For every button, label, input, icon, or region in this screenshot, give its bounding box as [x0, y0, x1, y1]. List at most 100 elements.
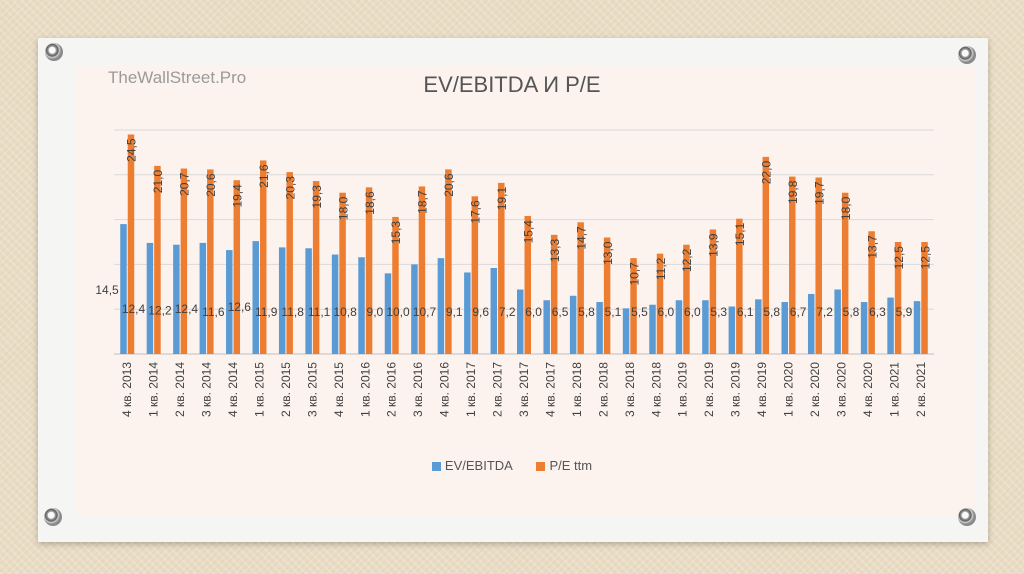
data-label-pe: 12,2	[680, 248, 694, 272]
category-label: 2 кв. 2014	[173, 362, 187, 417]
bar-pe	[180, 168, 188, 354]
bar-ev-ebitda	[702, 300, 709, 354]
data-label-pe: 18,0	[839, 196, 853, 220]
data-label-ev-ebitda: 5,8	[763, 305, 780, 319]
bar-ev-ebitda	[490, 267, 498, 354]
data-label-ev-ebitda: 5,8	[578, 305, 595, 319]
data-label-pe: 21,6	[257, 164, 271, 188]
data-label-pe: 12,5	[892, 246, 906, 270]
data-label-ev-ebitda: 9,6	[472, 305, 489, 319]
bar-pe	[603, 237, 611, 354]
bar-ev-ebitda	[834, 289, 841, 354]
legend-item-pe: P/E ttm	[536, 458, 592, 473]
bar-pe	[709, 229, 717, 354]
legend: EV/EBITDA P/E ttm	[0, 458, 1024, 473]
category-label: 4 кв. 2019	[755, 362, 769, 417]
data-label-ev-ebitda: 6,1	[737, 305, 754, 319]
data-label-pe: 20,6	[204, 173, 218, 197]
data-label-ev-ebitda: 6,7	[790, 305, 807, 319]
bar-pe	[259, 160, 267, 354]
bar-pe	[524, 216, 531, 354]
category-label: 3 кв. 2016	[411, 362, 425, 417]
category-label: 3 кв. 2017	[517, 362, 531, 417]
bar-ev-ebitda	[464, 272, 471, 354]
category-label: 4 кв. 2018	[649, 362, 663, 417]
category-label: 4 кв. 2017	[543, 362, 557, 417]
data-label-pe: 18,7	[416, 190, 430, 214]
category-label: 2 кв. 2017	[491, 362, 505, 417]
legend-label: P/E ttm	[549, 458, 593, 473]
data-label-pe: 19,3	[310, 185, 324, 209]
data-label-ev-ebitda: 5,5	[631, 305, 648, 319]
chart-title: EV/EBITDA И P/E	[423, 72, 601, 97]
bar-ev-ebitda	[146, 242, 154, 354]
data-label-ev-ebitda: 5,3	[710, 305, 727, 319]
bar-ev-ebitda	[913, 301, 921, 354]
bar-pe	[894, 242, 902, 354]
category-label: 4 кв. 2014	[226, 362, 240, 417]
bar-ev-ebitda	[781, 302, 789, 354]
bar-pe	[656, 253, 664, 354]
bar-pe	[630, 258, 637, 354]
bar-pe	[868, 231, 875, 354]
data-label-ev-ebitda: 7,2	[816, 305, 833, 319]
bar-pe	[339, 192, 346, 354]
bar-ev-ebitda	[807, 293, 815, 354]
category-label: 2 кв. 2021	[914, 362, 928, 417]
data-label-ev-ebitda: 12,4	[122, 302, 146, 316]
data-label-pe: 20,6	[442, 173, 456, 197]
data-label-ev-ebitda: 6,5	[552, 305, 569, 319]
category-label: 2 кв. 2020	[808, 362, 822, 417]
category-label: 4 кв. 2013	[120, 362, 134, 417]
category-label: 1 кв. 2020	[782, 362, 796, 417]
data-label-ev-ebitda: 7,2	[499, 305, 516, 319]
data-label-pe: 11,2	[654, 257, 668, 280]
bar-ev-ebitda	[278, 247, 286, 354]
bar-ev-ebitda	[887, 297, 894, 354]
data-label-ev-ebitda: 11,9	[255, 305, 278, 319]
bar-ev-ebitda	[649, 304, 656, 354]
data-label-pe: 19,1	[495, 187, 509, 211]
bar-pe	[312, 181, 320, 354]
data-label-pe: 20,7	[178, 172, 192, 196]
data-label-pe: 18,6	[363, 191, 377, 215]
bar-ev-ebitda	[173, 244, 180, 354]
bar-pe	[683, 244, 690, 354]
bar-pe	[550, 234, 558, 354]
bar-ev-ebitda	[384, 273, 392, 354]
category-label: 4 кв. 2015	[332, 362, 346, 417]
category-label: 1 кв. 2019	[676, 362, 690, 417]
category-label: 2 кв. 2015	[279, 362, 293, 417]
bar-pe	[207, 169, 214, 354]
data-label-ev-ebitda: 6,0	[525, 305, 542, 319]
data-label-pe: 13,0	[601, 241, 615, 265]
legend-swatch	[536, 462, 546, 472]
bar-pe	[841, 192, 849, 354]
bar-ev-ebitda	[517, 289, 524, 354]
category-label: 2 кв. 2018	[596, 362, 610, 417]
bar-ev-ebitda	[755, 299, 762, 354]
bar-pe	[154, 165, 161, 354]
bar-pe	[445, 169, 452, 354]
data-label-pe: 14,7	[574, 226, 588, 250]
bar-pe	[471, 196, 479, 354]
category-label: 1 кв. 2015	[252, 362, 266, 417]
category-label: 3 кв. 2014	[200, 362, 214, 417]
data-label-ev-ebitda: 11,1	[308, 305, 331, 319]
bar-ev-ebitda	[226, 250, 233, 354]
bar-pe	[762, 156, 770, 354]
category-label: 1 кв. 2014	[147, 362, 161, 417]
bar-pe	[392, 216, 399, 354]
bar-ev-ebitda	[596, 302, 603, 354]
category-label: 1 кв. 2017	[464, 362, 478, 417]
bar-pe	[127, 134, 135, 354]
bar-ev-ebitda	[252, 241, 259, 354]
bar-ev-ebitda	[728, 306, 736, 354]
data-label-pe: 12,5	[918, 246, 932, 270]
data-label-ev-ebitda: 14,5	[95, 283, 119, 297]
bar-ev-ebitda	[331, 254, 339, 354]
bar-ev-ebitda	[199, 242, 207, 354]
bar-ev-ebitda	[358, 257, 365, 354]
bar-ev-ebitda	[860, 302, 868, 354]
